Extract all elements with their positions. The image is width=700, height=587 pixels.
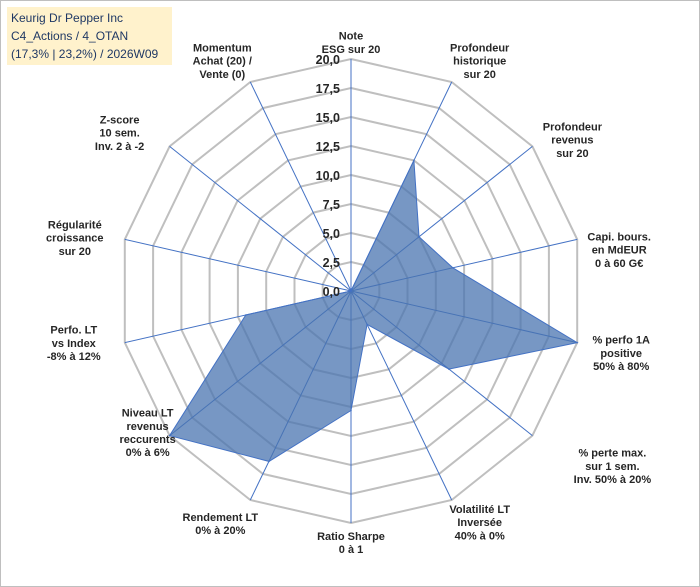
axis-label: Volatilité LT Inversée 40% à 0% bbox=[449, 504, 510, 542]
axis-label-line: 10 sem. bbox=[99, 128, 139, 140]
data-point bbox=[350, 290, 352, 292]
tick-label: 12,5 bbox=[316, 140, 340, 154]
axis-label-line: 40% à 0% bbox=[455, 530, 505, 542]
axis-label-line: 0% à 20% bbox=[195, 525, 245, 537]
series-area bbox=[168, 158, 579, 462]
axis-label: % perte max. sur 1 sem. Inv. 50% à 20% bbox=[574, 448, 652, 486]
axis-label-line: sur 1 sem. bbox=[585, 461, 639, 473]
axis-label-line: Profondeur bbox=[450, 42, 510, 54]
data-point bbox=[413, 159, 415, 162]
spoke-line bbox=[124, 238, 352, 292]
axis-label-line: Note bbox=[339, 31, 363, 43]
axis-label: Niveau LT revenus reccurents 0% à 6% bbox=[119, 408, 175, 460]
tick-label: 0,0 bbox=[323, 285, 340, 299]
axis-label-line: Inversée bbox=[457, 517, 502, 529]
axis-label-line: en MdEUR bbox=[592, 245, 647, 257]
tick-label: 7,5 bbox=[323, 198, 340, 212]
axis-label: Note ESG sur 20 bbox=[322, 31, 381, 56]
axis-label-line: % perfo 1A bbox=[592, 335, 650, 347]
axis-label-line: positive bbox=[600, 348, 642, 360]
axis-label-line: Momentum bbox=[193, 42, 252, 54]
axis-label: Momentum Achat (20) / Vente (0) bbox=[193, 42, 252, 80]
tick-label: 10,0 bbox=[316, 169, 340, 183]
axis-label-line: croissance bbox=[46, 233, 103, 245]
data-point bbox=[350, 409, 352, 412]
axis-label-line: Volatilité LT bbox=[449, 504, 510, 516]
axis-label-line: Capi. bours. bbox=[587, 231, 651, 243]
data-point bbox=[418, 236, 420, 238]
tick-label: 2,5 bbox=[323, 256, 340, 270]
data-point bbox=[245, 314, 247, 316]
axis-label-line: Achat (20) / bbox=[193, 56, 252, 68]
radar-axis-labels: Note ESG sur 20 Profondeur historique sur 20… bbox=[46, 31, 651, 557]
axis-label-line: 0% à 6% bbox=[126, 447, 170, 459]
data-point bbox=[576, 341, 578, 344]
axis-label-line: historique bbox=[453, 56, 506, 68]
axis-label-line: revenus bbox=[551, 135, 593, 147]
tick-label: 20,0 bbox=[316, 53, 340, 67]
axis-label: Régularité croissance sur 20 bbox=[46, 219, 103, 257]
axis-label-line: Vente (0) bbox=[199, 69, 245, 81]
data-point bbox=[366, 323, 368, 326]
data-point bbox=[168, 434, 171, 437]
axis-label: Rendement LT 0% à 20% bbox=[183, 512, 259, 537]
data-point bbox=[268, 460, 270, 463]
axis-label-line: 50% à 80% bbox=[593, 361, 649, 373]
chart-title-line: Keurig Dr Pepper Inc bbox=[11, 11, 124, 25]
axis-label: Z-score 10 sem. Inv. 2 à -2 bbox=[95, 114, 144, 152]
chart-title-line: C4_Actions / 4_OTAN bbox=[11, 29, 129, 43]
axis-label-line: ESG sur 20 bbox=[322, 44, 381, 56]
data-point bbox=[452, 267, 454, 269]
axis-label-line: sur 20 bbox=[59, 246, 91, 258]
axis-label-line: 0 à 60 G€ bbox=[595, 258, 643, 270]
axis-label-line: -8% à 12% bbox=[47, 351, 101, 363]
axis-label: Profondeur revenus sur 20 bbox=[543, 121, 603, 159]
axis-label: Perfo. LT vs Index -8% à 12% bbox=[47, 325, 101, 363]
axis-label-line: Z-score bbox=[100, 114, 140, 126]
axis-label-line: % perte max. bbox=[578, 448, 646, 460]
tick-label: 5,0 bbox=[323, 227, 340, 241]
axis-label-line: Rendement LT bbox=[183, 512, 259, 524]
axis-label-line: 0 à 1 bbox=[339, 544, 363, 556]
axis-label-line: Niveau LT bbox=[122, 408, 174, 420]
axis-label-line: Inv. 50% à 20% bbox=[574, 474, 652, 486]
spoke-line bbox=[169, 146, 352, 292]
axis-label-line: Ratio Sharpe bbox=[317, 531, 385, 543]
tick-label: 15,0 bbox=[316, 111, 340, 125]
radar-series bbox=[168, 158, 579, 463]
axis-label-line: sur 20 bbox=[463, 69, 495, 81]
axis-label: Profondeur historique sur 20 bbox=[450, 42, 510, 80]
axis-label-line: Inv. 2 à -2 bbox=[95, 141, 144, 153]
spoke-line bbox=[249, 81, 352, 292]
axis-label-line: revenus bbox=[126, 421, 168, 433]
axis-label-line: Perfo. LT bbox=[50, 325, 97, 337]
axis-label: % perfo 1A positive 50% à 80% bbox=[592, 335, 650, 373]
axis-label-line: vs Index bbox=[52, 338, 97, 350]
radar-tick-labels: 0,0 2,5 5,0 7,5 10,0 12,5 15,0 17,5 20,0 bbox=[316, 53, 340, 299]
data-point bbox=[448, 368, 450, 370]
tick-label: 17,5 bbox=[316, 82, 340, 96]
axis-label-line: Régularité bbox=[48, 219, 102, 231]
axis-label-line: Profondeur bbox=[543, 121, 603, 133]
axis-label: Capi. bours. en MdEUR 0 à 60 G€ bbox=[587, 231, 651, 269]
axis-label-line: reccurents bbox=[119, 434, 175, 446]
chart-title-line: (17,3% | 23,2%) / 2026W09 bbox=[11, 47, 159, 61]
axis-label: Ratio Sharpe 0 à 1 bbox=[317, 531, 385, 556]
spoke-line bbox=[350, 290, 453, 501]
axis-label-line: sur 20 bbox=[556, 148, 588, 160]
chart-title-box: Keurig Dr Pepper Inc C4_Actions / 4_OTAN… bbox=[7, 7, 172, 65]
